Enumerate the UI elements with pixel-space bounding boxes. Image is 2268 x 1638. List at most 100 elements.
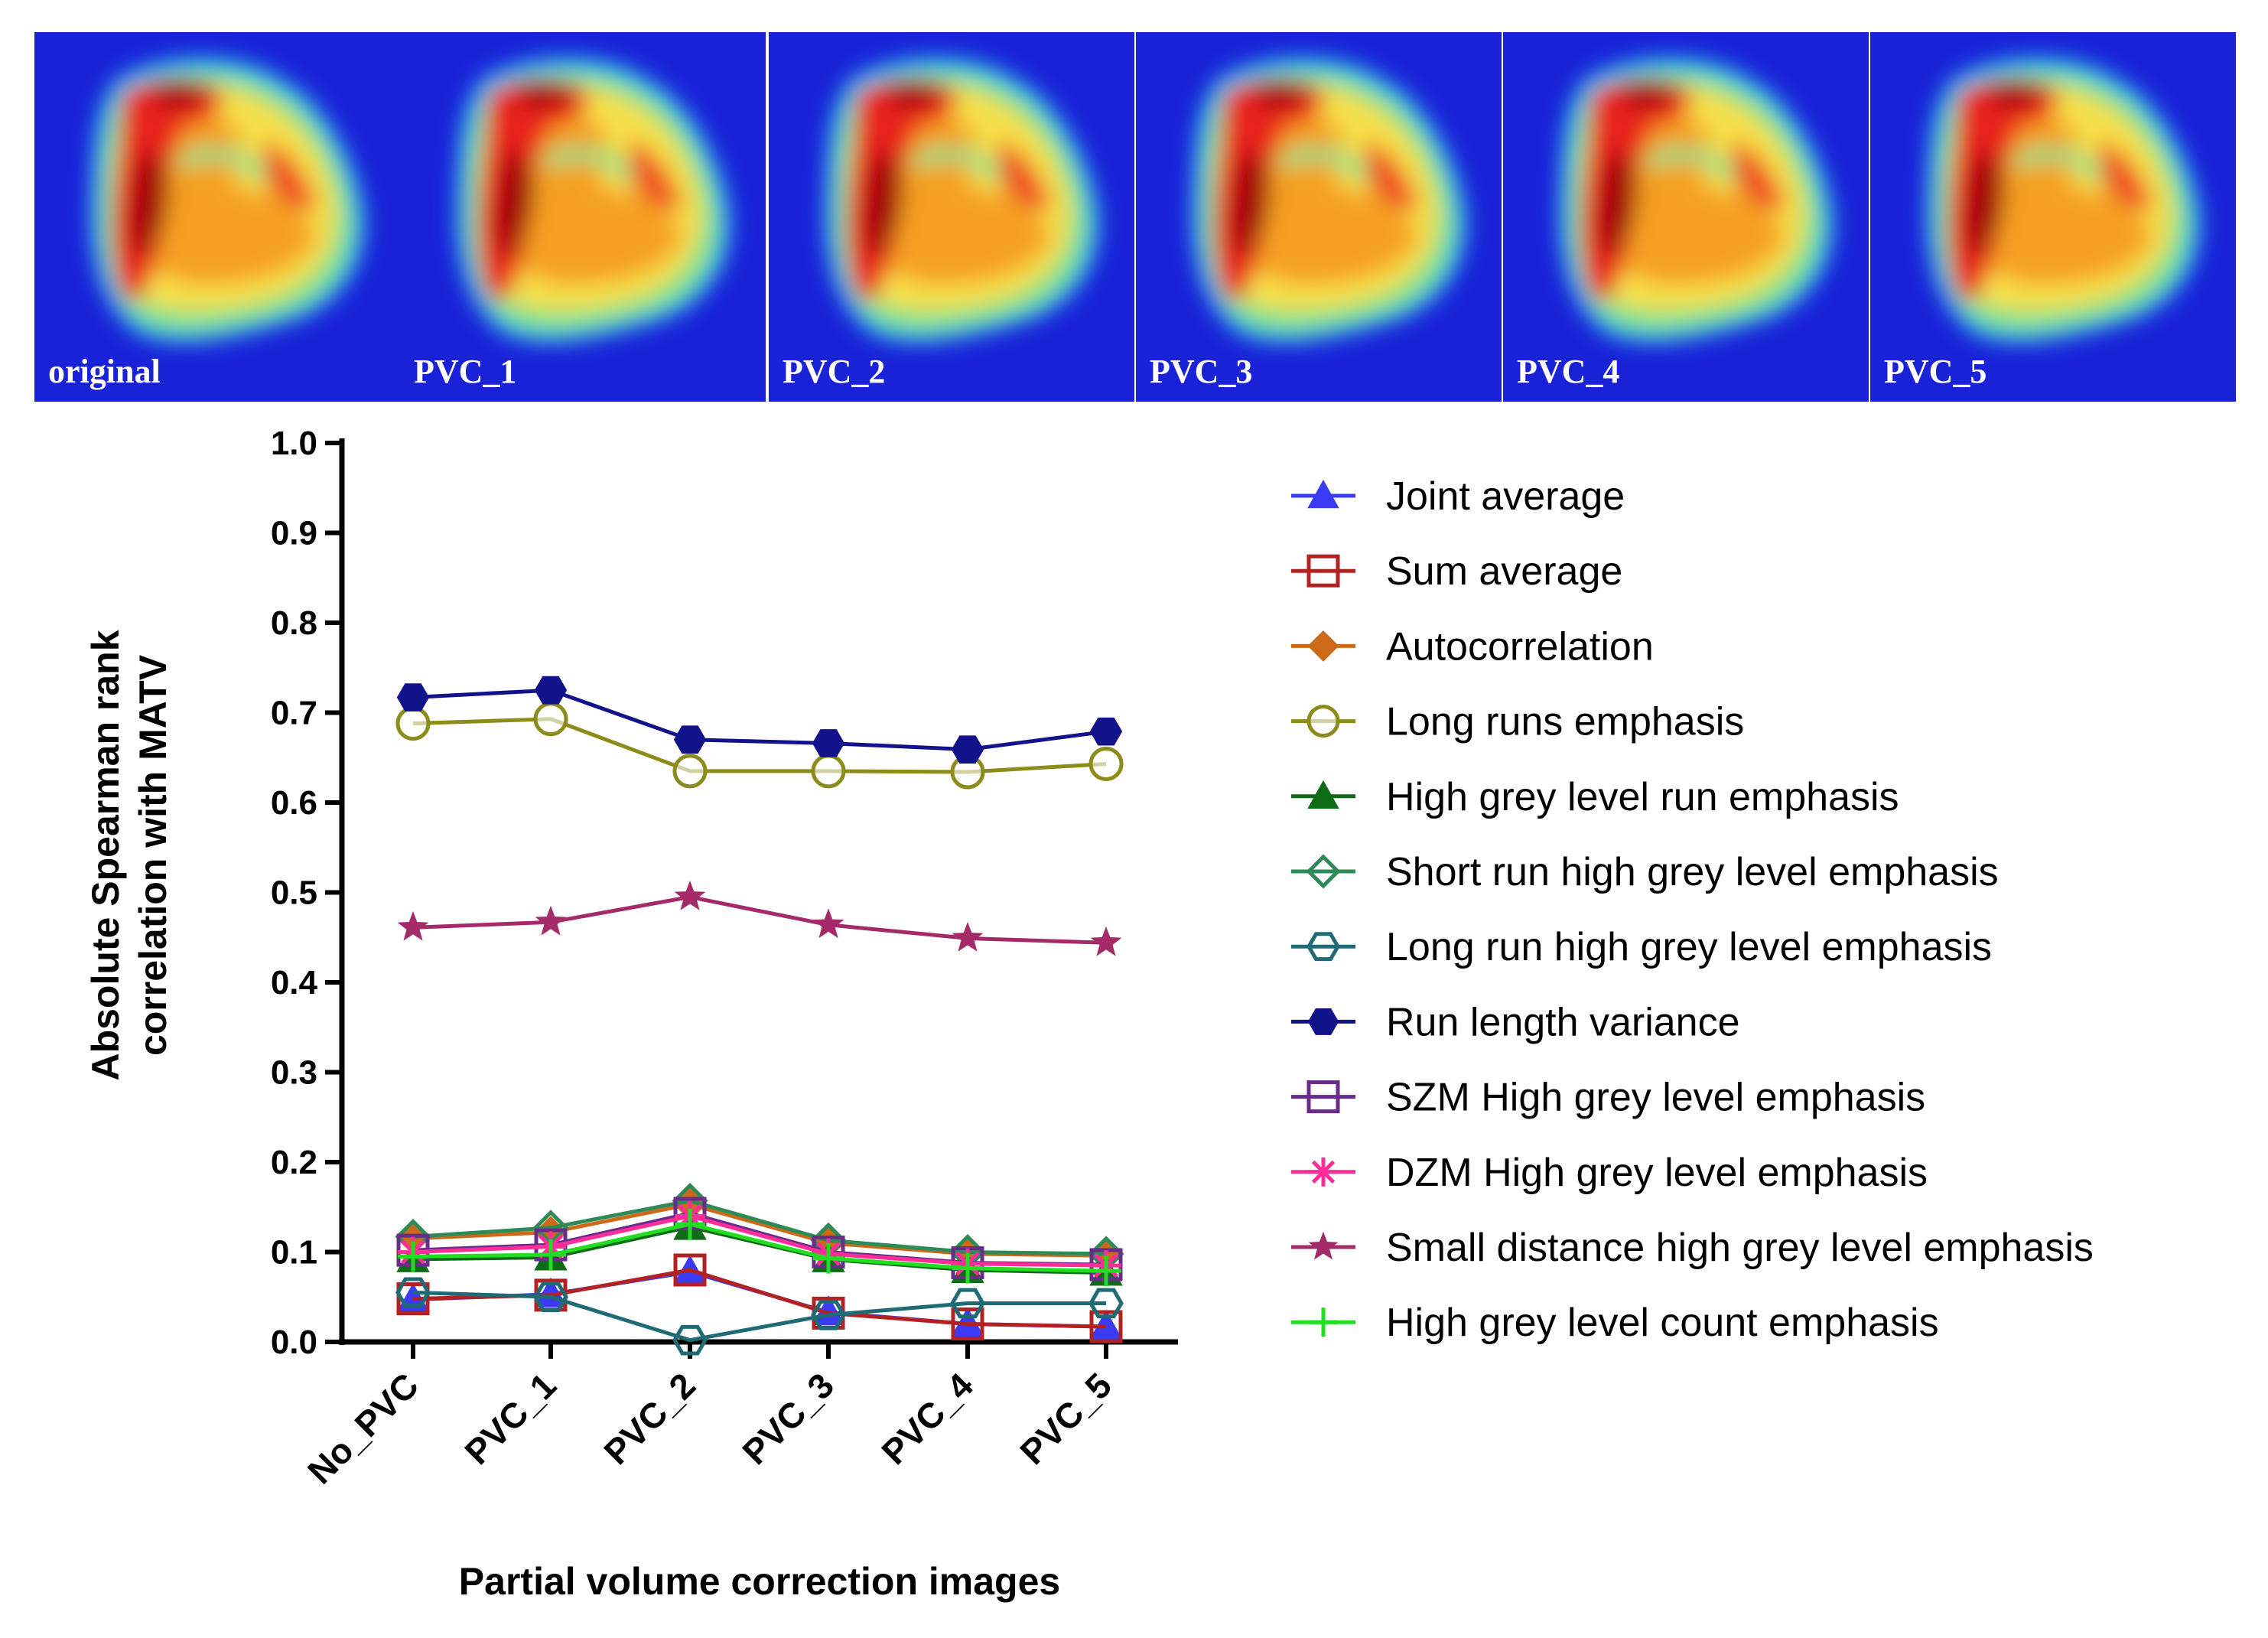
data-point [1306, 932, 1340, 962]
legend-item: SZM High grey level emphasis [1291, 1076, 1925, 1120]
data-point [811, 1299, 846, 1330]
data-point [1090, 926, 1122, 956]
data-point [1307, 630, 1339, 662]
data-point [1306, 705, 1340, 738]
data-point [1088, 746, 1124, 781]
pet-panel-original: original [34, 32, 400, 402]
pet-heatmap-image [1503, 32, 1869, 402]
x-tick-label: PVC_4 [874, 1365, 981, 1472]
data-point [396, 683, 430, 712]
data-point [811, 754, 846, 789]
data-point [952, 921, 984, 952]
legend-label: Short run high grey level emphasis [1386, 850, 1999, 894]
data-point [535, 905, 567, 936]
legend-label: Small distance high grey level emphasis [1386, 1226, 2094, 1270]
pet-heatmap-image [1136, 32, 1502, 402]
legend-item: Small distance high grey level emphasis [1291, 1226, 2094, 1270]
pet-panel-pvc-2: PVC_2 [769, 32, 1134, 402]
series-line [412, 1290, 1106, 1343]
data-point [1307, 780, 1339, 809]
y-tick-label: 0.8 [271, 604, 317, 642]
legend-item: Sum average [1291, 549, 1622, 594]
legend-item: Long run high grey level emphasis [1291, 925, 1992, 969]
data-point [1091, 1255, 1121, 1287]
legend-item: Run length variance [1291, 1000, 1740, 1044]
panel-label: PVC_5 [1884, 353, 1987, 390]
pet-panel-pvc-3: PVC_3 [1136, 32, 1502, 402]
legend-label: DZM High grey level emphasis [1386, 1151, 1928, 1195]
data-point [533, 1281, 568, 1313]
series-line [412, 1222, 1107, 1273]
data-point [397, 910, 429, 941]
pet-panel-pvc-4: PVC_4 [1503, 32, 1869, 402]
y-tick-label: 0.0 [271, 1324, 317, 1361]
tumor-region [825, 57, 1099, 343]
legend-label: High grey level run emphasis [1386, 775, 1899, 819]
data-point [1306, 1080, 1340, 1114]
panel-label: PVC_1 [414, 353, 517, 390]
series-line [412, 894, 1107, 945]
legend-label: Sum average [1386, 549, 1622, 594]
legend-label: Autocorrelation [1386, 624, 1654, 669]
legend-label: High grey level count emphasis [1386, 1301, 1939, 1345]
series-line [412, 1213, 1107, 1268]
series-long-runs-emphasis [395, 702, 1124, 790]
panel-label: PVC_4 [1517, 353, 1620, 390]
series-long-run-high-grey-level-emphasis [395, 1277, 1124, 1356]
data-point [395, 1277, 431, 1308]
correlation-line-chart: 0.0 0.1 0.2 0.3 0.4 0.5 0.6 0.7 0.8 0.9 1.0 No_PVC P… [84, 425, 2094, 1603]
legend-item: Short run high grey level emphasis [1291, 850, 1999, 894]
tumor-region [1559, 57, 1834, 343]
data-point [1306, 554, 1340, 588]
data-point [674, 880, 706, 910]
pet-heatmap-image [34, 32, 400, 402]
data-point [951, 1307, 984, 1340]
data-point [675, 1209, 705, 1240]
legend-label: Run length variance [1386, 1000, 1740, 1044]
y-tick-label: 0.9 [271, 515, 317, 552]
pet-heatmap-image [1870, 32, 2236, 402]
series-line [412, 1268, 1107, 1329]
legend-label: SZM High grey level emphasis [1386, 1076, 1925, 1120]
y-tick-label: 0.3 [271, 1054, 317, 1092]
data-point [1088, 1288, 1124, 1319]
x-tick-label: PVC_1 [457, 1365, 564, 1472]
tumor-region [1192, 57, 1466, 343]
data-point [950, 1288, 985, 1319]
data-point [533, 702, 568, 737]
tumor-region [90, 57, 365, 343]
series-run-length-variance [396, 676, 1123, 764]
data-point [1306, 854, 1341, 889]
tumor-region [456, 57, 731, 343]
legend-label: Joint average [1386, 474, 1625, 519]
panel-label: PVC_2 [783, 353, 886, 390]
x-axis-title: Partial volume correction images [459, 1560, 1060, 1603]
series-line [412, 1269, 1107, 1329]
y-tick-label: 1.0 [271, 425, 317, 462]
tumor-region [1926, 57, 2201, 343]
data-point [1089, 1310, 1123, 1343]
legend-item: High grey level count emphasis [1291, 1301, 1939, 1345]
pet-panel-pvc-1: PVC_1 [400, 32, 766, 402]
legend: Joint average Sum average Autocorrelation L… [1291, 474, 2094, 1345]
legend-label: Long runs emphasis [1386, 700, 1744, 744]
series-line [412, 688, 1107, 752]
legend-label: Long run high grey level emphasis [1386, 925, 1992, 969]
data-point [1089, 717, 1123, 746]
series-small-distance-high-grey-level-emphasis [397, 880, 1122, 956]
data-point [534, 676, 568, 705]
x-tick-label: PVC_2 [596, 1365, 703, 1472]
data-point [1309, 1157, 1338, 1187]
data-point [812, 908, 844, 939]
data-point [812, 729, 845, 757]
plot-area [395, 676, 1124, 1356]
series-line [412, 717, 1107, 774]
chart-axes: 0.0 0.1 0.2 0.3 0.4 0.5 0.6 0.7 0.8 0.9 1.0 No_PVC P… [84, 425, 1178, 1603]
data-point [673, 725, 707, 754]
x-tick-label: PVC_5 [1012, 1365, 1119, 1472]
panel-label: PVC_3 [1150, 353, 1253, 390]
pet-heatmap-image [769, 32, 1134, 402]
panel-label: original [48, 353, 161, 390]
x-tick-label: No_PVC [300, 1365, 426, 1491]
